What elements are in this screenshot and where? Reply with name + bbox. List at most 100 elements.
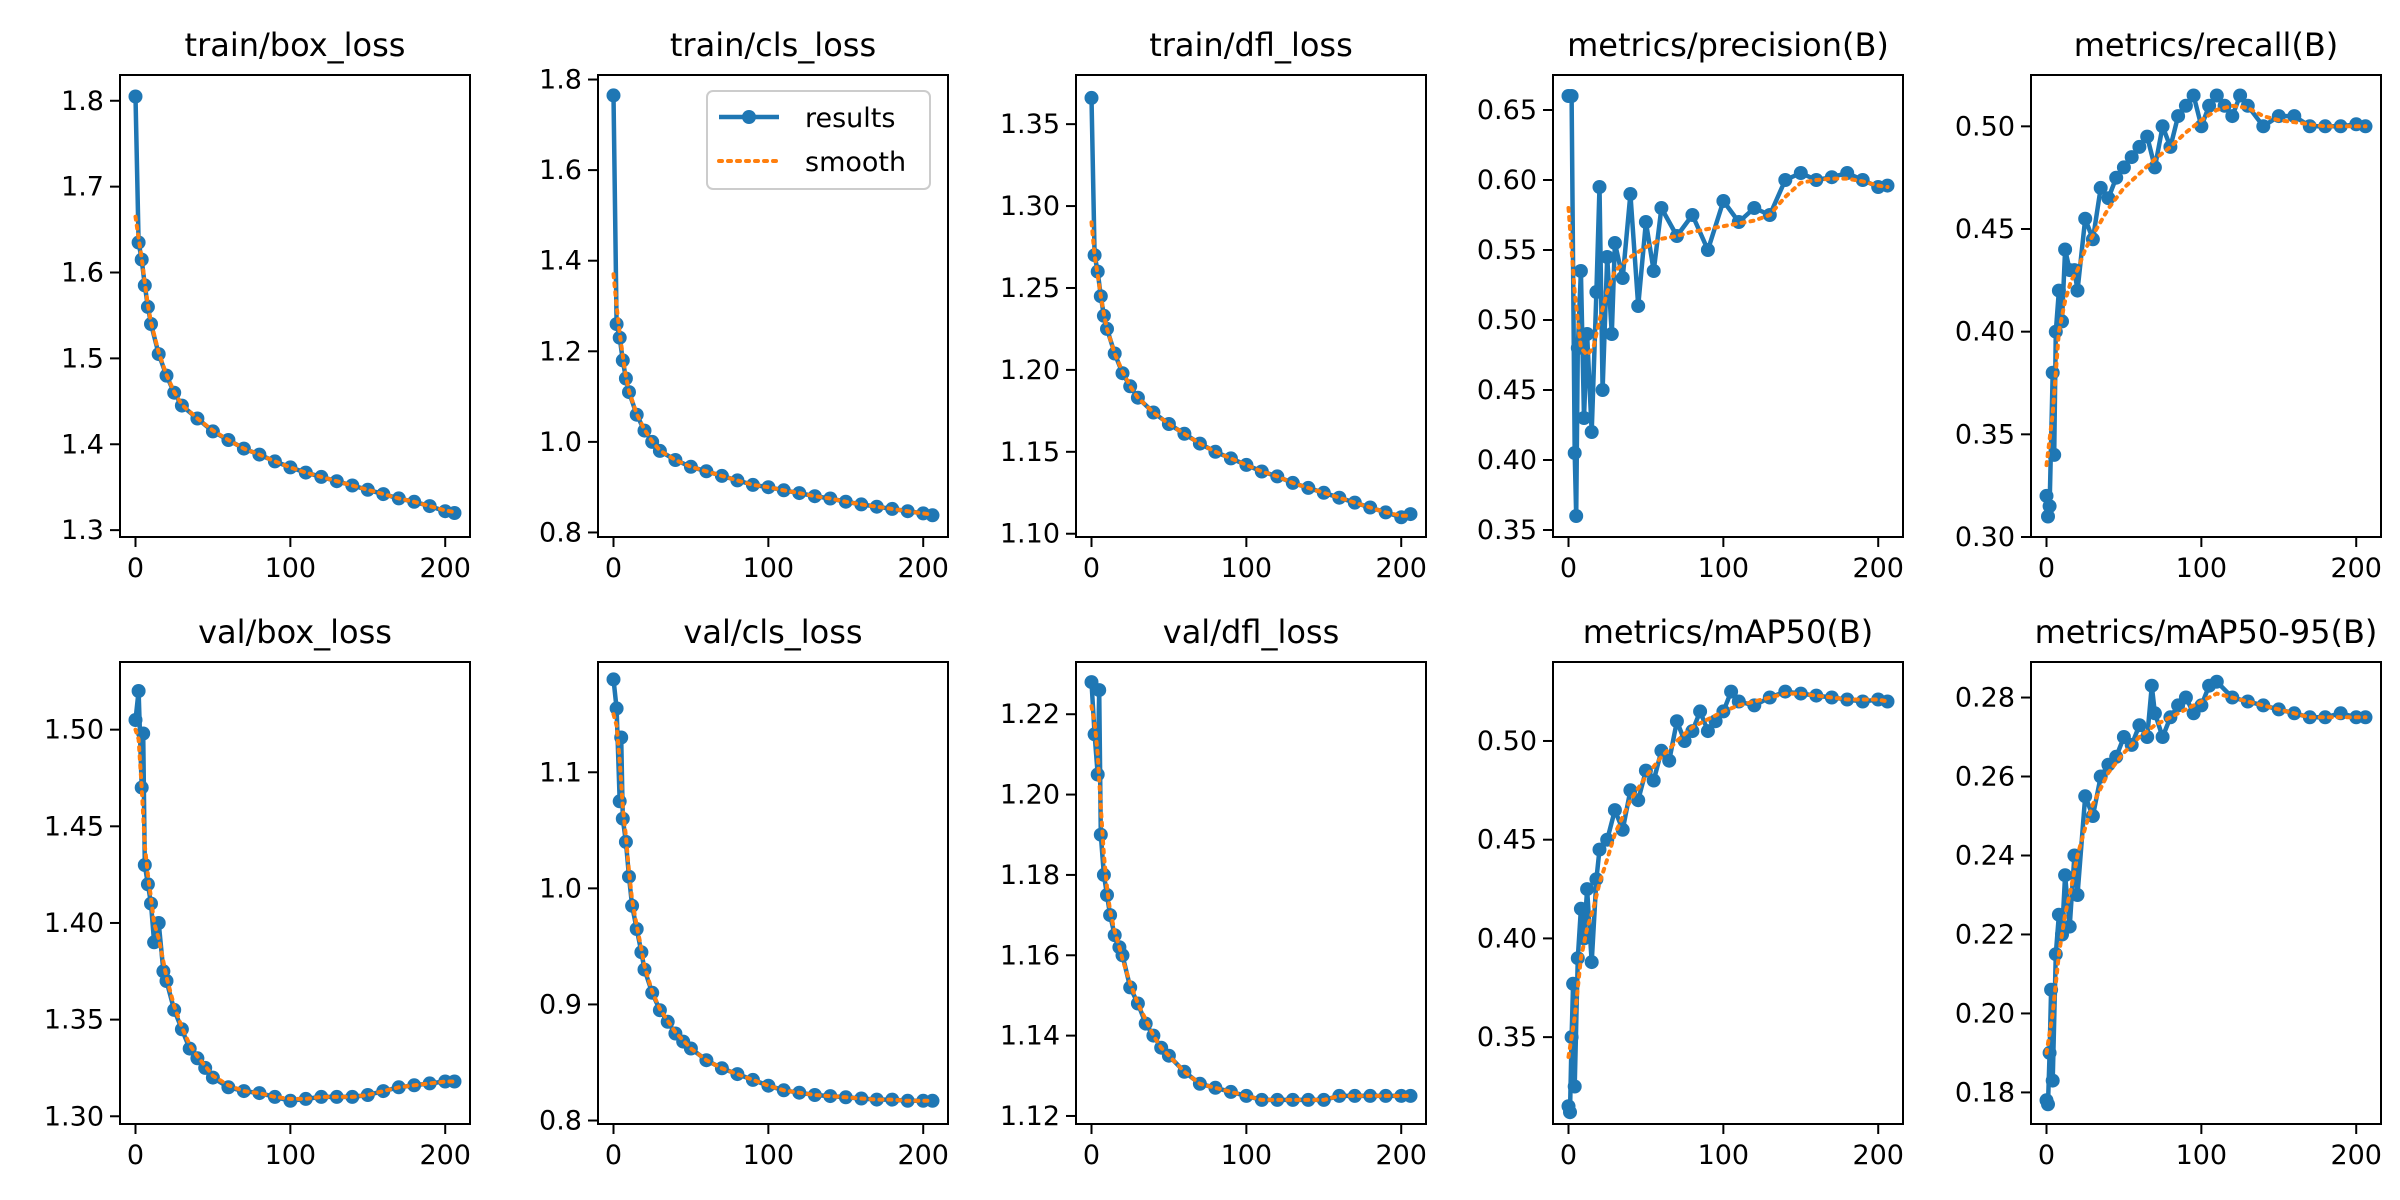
x-tick-label: 100 <box>743 1140 795 1171</box>
y-tick-label: 1.1 <box>539 757 582 788</box>
results-point <box>1592 180 1607 194</box>
y-tick-label: 0.65 <box>1477 95 1537 126</box>
results-point <box>925 1093 940 1108</box>
axes-frame <box>2030 661 2382 1125</box>
results-point <box>1084 90 1099 105</box>
results-point <box>137 278 152 293</box>
subplot-title: val/dfl_loss <box>1163 613 1340 651</box>
smooth-line <box>1566 691 1890 1059</box>
subplot-metrics-recall-b: metrics/recall(B) 0 100 200 0.30 0.35 0.40 0.45… <box>1955 26 2382 584</box>
axes-frame <box>597 661 949 1125</box>
results-line <box>1089 97 1412 520</box>
x-tick-label: 100 <box>2176 553 2228 584</box>
results-point <box>1623 187 1638 201</box>
x-tick-label: 200 <box>897 553 949 584</box>
subplot-val-dfl-loss: val/dfl_loss 0 100 200 1.12 1.14 1.16 1.18 1.20 1… <box>1000 613 1427 1171</box>
x-tick-label: 100 <box>265 553 317 584</box>
x-tick-label: 200 <box>897 1140 949 1171</box>
results-point <box>1607 236 1622 250</box>
results-point <box>2101 191 2116 206</box>
results-point <box>2171 109 2186 124</box>
y-tick-label: 1.16 <box>1000 940 1060 971</box>
y-tick-label: 1.5 <box>61 343 104 374</box>
results-point <box>2041 509 2055 524</box>
y-tick-label: 1.4 <box>61 429 104 460</box>
x-tick-label: 0 <box>2038 553 2055 584</box>
results-point <box>1685 724 1700 739</box>
axes-frame <box>1552 74 1904 538</box>
x-tick-label: 0 <box>605 1140 622 1171</box>
x-tick-label: 200 <box>2330 553 2382 584</box>
results-point <box>1580 327 1595 341</box>
y-tick-label: 1.45 <box>44 811 104 842</box>
subplot-title: val/box_loss <box>198 613 392 651</box>
y-tick-label: 1.25 <box>1000 273 1060 304</box>
legend-results-marker <box>742 110 756 124</box>
results-line <box>1089 681 1411 1103</box>
y-tick-label: 1.50 <box>44 715 104 746</box>
subplot-title: metrics/precision(B) <box>1567 26 1889 64</box>
y-tick-label: 1.18 <box>1000 860 1060 891</box>
y-tick-label: 1.0 <box>539 427 582 458</box>
subplot-train-dfl-loss: train/dfl_loss 0 100 200 1.10 1.15 1.20 1.25 1.3… <box>1000 26 1427 584</box>
results-line <box>2044 93 2366 519</box>
y-tick-label: 1.35 <box>1000 109 1060 140</box>
y-tick-label: 1.2 <box>539 336 582 367</box>
results-point <box>1332 490 1347 505</box>
y-tick-label: 0.50 <box>1955 111 2015 142</box>
legend-results-label: results <box>805 103 895 134</box>
subplot-title: metrics/mAP50-95(B) <box>2035 613 2378 651</box>
results-point <box>2051 907 2066 922</box>
axes-frame <box>1552 661 1904 1125</box>
y-tick-label: 1.14 <box>1000 1021 1060 1052</box>
x-tick-label: 0 <box>1083 553 1100 584</box>
y-tick-label: 0.26 <box>1955 762 2015 793</box>
results-point <box>1285 1092 1300 1107</box>
axes-frame <box>1075 661 1427 1125</box>
subplot-metrics-map50-b: metrics/mAP50(B) 0 100 200 0.35 0.40 0.45 0.50 <box>1477 613 1904 1171</box>
plot-area <box>606 672 940 1108</box>
results-point <box>1403 507 1418 522</box>
results-point <box>2233 88 2248 103</box>
results-line <box>1566 689 1888 1115</box>
results-point <box>745 477 760 492</box>
results-point <box>745 1072 760 1087</box>
axes-frame <box>1075 74 1427 538</box>
y-tick-label: 1.35 <box>44 1005 104 1036</box>
y-tick-label: 1.0 <box>539 873 582 904</box>
results-point <box>2132 718 2147 733</box>
y-tick-label: 0.30 <box>1955 522 2015 553</box>
results-point <box>2093 180 2108 195</box>
results-point <box>1880 694 1895 709</box>
results-point <box>869 499 884 514</box>
results-point <box>174 398 189 413</box>
results-line <box>133 96 455 516</box>
results-line <box>1568 93 1888 519</box>
results-point <box>2041 1097 2055 1112</box>
y-tick-label: 1.8 <box>539 65 582 96</box>
results-point <box>1604 327 1619 341</box>
y-tick-label: 1.4 <box>539 246 582 277</box>
results-point <box>615 353 630 368</box>
results-point <box>618 371 633 386</box>
plot-area <box>128 89 462 520</box>
y-tick-label: 0.9 <box>539 989 582 1020</box>
axes-frame <box>119 74 471 538</box>
x-tick-label: 0 <box>2038 1140 2055 1171</box>
results-point <box>1090 767 1105 782</box>
results-point <box>2140 129 2155 144</box>
x-tick-label: 100 <box>265 1140 317 1171</box>
results-point <box>606 672 621 687</box>
y-tick-label: 0.35 <box>1477 1022 1537 1053</box>
results-point <box>1638 215 1653 229</box>
results-point <box>1700 724 1715 739</box>
results-point <box>2070 888 2085 902</box>
smooth-line <box>611 272 935 517</box>
y-tick-label: 0.8 <box>539 517 582 548</box>
y-tick-label: 0.20 <box>1955 998 2015 1029</box>
smooth-line <box>133 214 457 515</box>
plot-area <box>1084 675 1418 1107</box>
subplot-val-cls-loss: val/cls_loss 0 100 200 0.8 0.9 1.0 1.1 <box>539 613 949 1171</box>
results-point <box>252 1086 267 1101</box>
subplot-title: val/cls_loss <box>683 613 862 651</box>
